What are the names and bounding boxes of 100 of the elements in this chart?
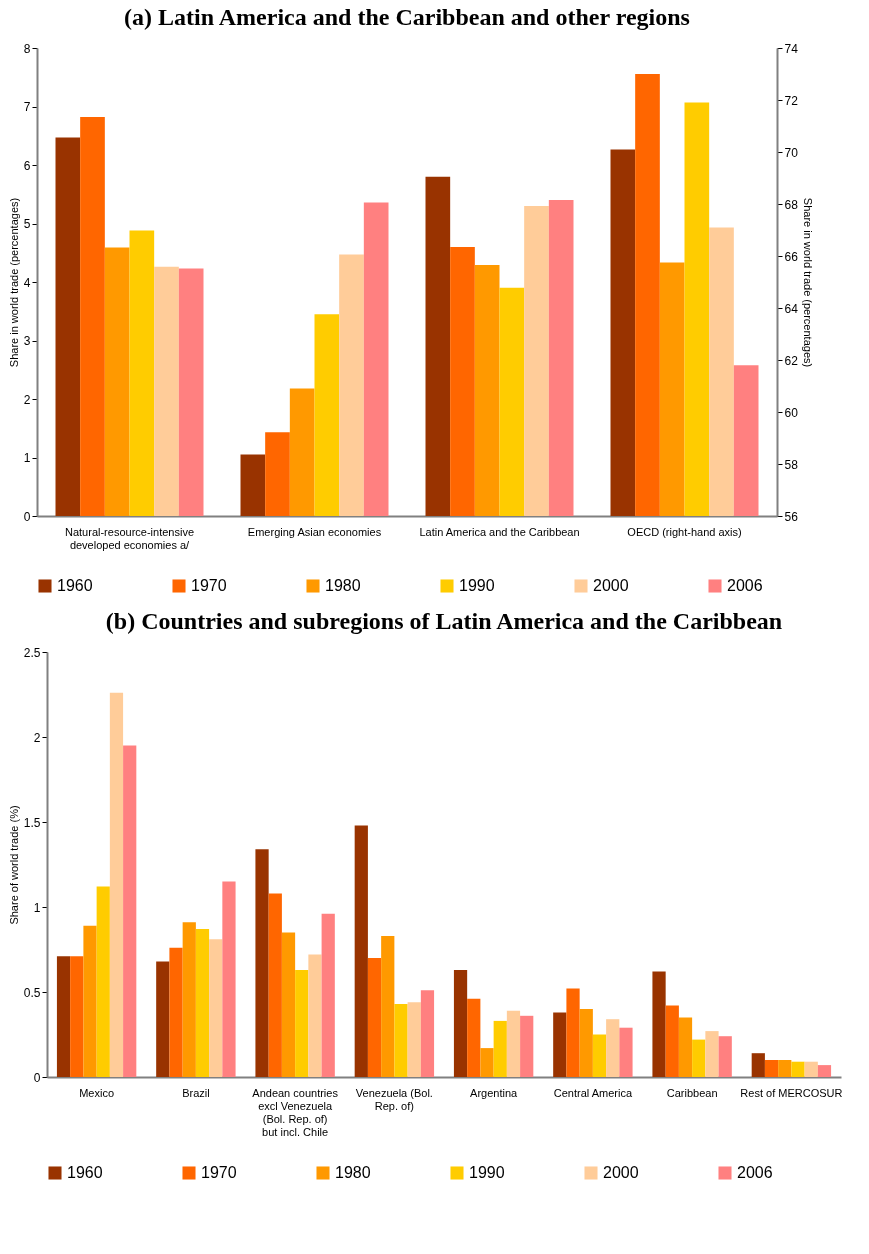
y-tick-label: 0 <box>23 509 31 524</box>
bar <box>169 947 183 1077</box>
y-tick-label: 0.5 <box>23 985 41 1000</box>
bar <box>499 287 525 516</box>
bar <box>467 998 481 1077</box>
bar <box>268 893 282 1077</box>
legend-label: 2006 <box>737 1164 773 1181</box>
y2-tick-label: 70 <box>784 145 799 160</box>
bar <box>579 1009 593 1077</box>
y-tick-label: 0 <box>33 1070 41 1085</box>
bar <box>553 1012 567 1077</box>
bar <box>381 935 395 1077</box>
bar <box>705 1031 719 1077</box>
bar <box>665 1005 679 1077</box>
bar <box>363 202 389 516</box>
x-tick-label: OECD (right-hand axis) <box>627 525 742 538</box>
bar <box>480 1048 494 1077</box>
legend-label: 1990 <box>469 1164 505 1181</box>
legend-label: 1960 <box>57 577 93 594</box>
bar <box>354 825 368 1077</box>
bar <box>407 1002 421 1077</box>
y-tick-label: 3 <box>23 334 31 348</box>
bar <box>339 254 364 516</box>
bar <box>804 1061 818 1077</box>
bar <box>367 958 382 1077</box>
bar <box>104 247 130 516</box>
y2-tick-label: 58 <box>784 457 799 472</box>
chart-title: (b) Countries and subregions of Latin America and the Caribbean <box>105 608 783 634</box>
x-tick-label: Brazil <box>182 1086 210 1099</box>
bar <box>80 117 105 516</box>
bar <box>123 745 137 1077</box>
bar <box>420 990 435 1077</box>
y2-tick-label: 68 <box>784 197 799 212</box>
y2-tick-label: 60 <box>784 405 799 420</box>
bar <box>524 205 549 516</box>
legend-label: 2006 <box>727 577 763 594</box>
x-tick-label: Latin America and the Caribbean <box>419 525 580 538</box>
bar <box>289 388 315 516</box>
bar <box>566 988 580 1077</box>
x-tick-label: Central America <box>553 1086 633 1099</box>
bar <box>182 922 196 1077</box>
legend-label: 1980 <box>325 577 361 594</box>
y2-tick-label: 62 <box>784 353 799 368</box>
bar <box>83 925 97 1077</box>
y2-tick-label: 64 <box>784 301 799 316</box>
bar <box>450 246 475 516</box>
y-tick-label: 4 <box>23 275 31 290</box>
bar <box>692 1039 706 1077</box>
bar <box>718 1036 732 1077</box>
bar <box>778 1060 792 1077</box>
bar <box>619 1027 633 1077</box>
bar <box>394 1003 408 1077</box>
bar <box>606 1019 620 1077</box>
x-tick-label: Venezuela (Bol. Rep. of) <box>355 1086 433 1112</box>
legend-label: 1960 <box>67 1164 103 1181</box>
y-tick-label: 2.5 <box>23 645 41 660</box>
legend-label: 1970 <box>191 577 227 594</box>
y2-axis-title: Share in world trade (percentages) <box>801 197 814 368</box>
bar <box>265 432 290 516</box>
x-tick-label: Argentina <box>470 1086 519 1099</box>
bar <box>178 268 204 516</box>
bar <box>453 969 468 1077</box>
bar <box>109 692 124 1077</box>
bar <box>295 969 309 1077</box>
bar <box>240 454 266 516</box>
bar <box>506 1010 521 1077</box>
y-tick-label: 1.5 <box>23 815 41 830</box>
bar <box>314 314 340 516</box>
y2-tick-label: 72 <box>784 93 799 108</box>
chart-title: (a) Latin America and the Caribbean and other regions <box>124 4 690 30</box>
bar <box>156 961 170 1077</box>
bar <box>764 1060 779 1077</box>
bar <box>255 849 269 1077</box>
x-tick-label: Mexico <box>79 1086 115 1099</box>
legend-label: 2000 <box>603 1164 639 1181</box>
bar <box>520 1015 534 1077</box>
x-tick-label: Emerging Asian economies <box>247 525 382 538</box>
y2-tick-label: 56 <box>784 509 799 524</box>
x-tick-label: Rest of MERCOSUR <box>740 1086 843 1099</box>
bar <box>321 913 335 1077</box>
y-tick-label: 2 <box>23 392 31 407</box>
bar <box>817 1065 832 1077</box>
bar <box>154 266 179 516</box>
bar <box>129 230 155 516</box>
bar <box>195 929 210 1077</box>
bar <box>592 1034 607 1077</box>
y-tick-label: 7 <box>23 100 31 114</box>
legend-label: 1980 <box>335 1164 371 1181</box>
y-tick-label: 6 <box>23 158 31 173</box>
legend-label: 2000 <box>593 577 629 594</box>
bar <box>55 137 81 516</box>
y2-tick-label: 66 <box>784 249 799 264</box>
bar <box>425 176 451 516</box>
legend-label: 1970 <box>201 1164 237 1181</box>
y-tick-label: 2 <box>33 730 41 745</box>
bar <box>678 1017 693 1077</box>
bar <box>209 939 223 1077</box>
bar <box>308 954 322 1077</box>
y-tick-label: 8 <box>23 41 31 56</box>
bar <box>493 1020 507 1077</box>
